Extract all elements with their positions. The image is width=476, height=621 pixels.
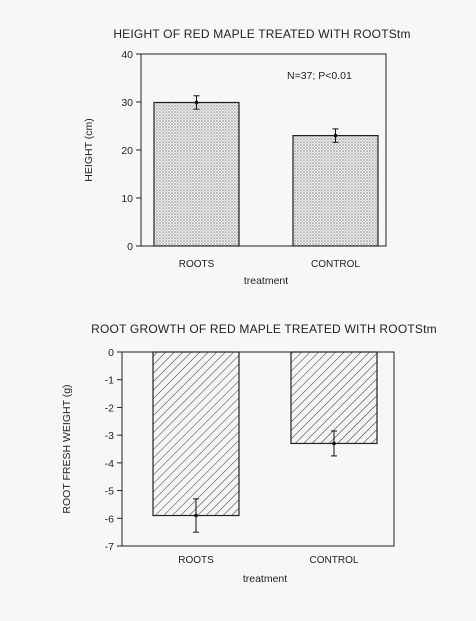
chart-height: HEIGHT OF RED MAPLE TREATED WITH ROOTStm…	[83, 27, 410, 287]
y-axis-label: ROOT FRESH WEIGHT (g)	[61, 384, 73, 513]
y-tick-label: 0	[127, 241, 133, 253]
y-tick-label: -5	[105, 486, 114, 498]
category-label: ROOTS	[179, 259, 215, 270]
bar-control	[292, 135, 379, 247]
y-tick-label: 20	[121, 145, 133, 157]
y-tick-label: -1	[105, 375, 114, 387]
plot-frame	[121, 351, 395, 547]
y-tick-label: -6	[105, 513, 114, 525]
category-label: ROOTS	[178, 555, 214, 566]
x-axis-label: treatment	[243, 573, 287, 585]
annotation: N=37; P<0.01	[287, 70, 352, 82]
y-tick-label: 10	[121, 193, 133, 205]
chart-title: HEIGHT OF RED MAPLE TREATED WITH ROOTStm	[113, 27, 410, 41]
chart-root-growth: ROOT GROWTH OF RED MAPLE TREATED WITH RO…	[61, 322, 437, 585]
x-axis-label: treatment	[244, 275, 288, 287]
y-tick-label: -7	[105, 541, 114, 553]
mean-marker	[332, 441, 336, 446]
plot-area: 0 -1 -2 -3 -4 -5 -6 -7 ROOTS CONTROL	[105, 347, 395, 566]
category-label: CONTROL	[310, 555, 359, 566]
y-tick-label: -2	[105, 402, 114, 414]
bar-roots	[153, 101, 240, 247]
mean-marker	[333, 133, 338, 138]
category-label: CONTROL	[311, 259, 360, 270]
y-tick-label: 30	[121, 97, 133, 109]
mean-marker	[194, 513, 198, 518]
y-tick-label: -4	[105, 458, 114, 470]
y-axis-label: HEIGHT (cm)	[83, 118, 95, 181]
y-tick-label: 0	[108, 347, 114, 359]
bar-control	[290, 351, 378, 445]
chart-title: ROOT GROWTH OF RED MAPLE TREATED WITH RO…	[91, 322, 437, 336]
plot-area: 0 10 20 30 40 ROOTS CONTROL	[121, 49, 387, 270]
y-tick-label: -3	[105, 430, 114, 442]
mean-marker	[194, 100, 199, 105]
y-tick-label: 40	[121, 49, 133, 61]
bar-roots	[152, 351, 240, 517]
